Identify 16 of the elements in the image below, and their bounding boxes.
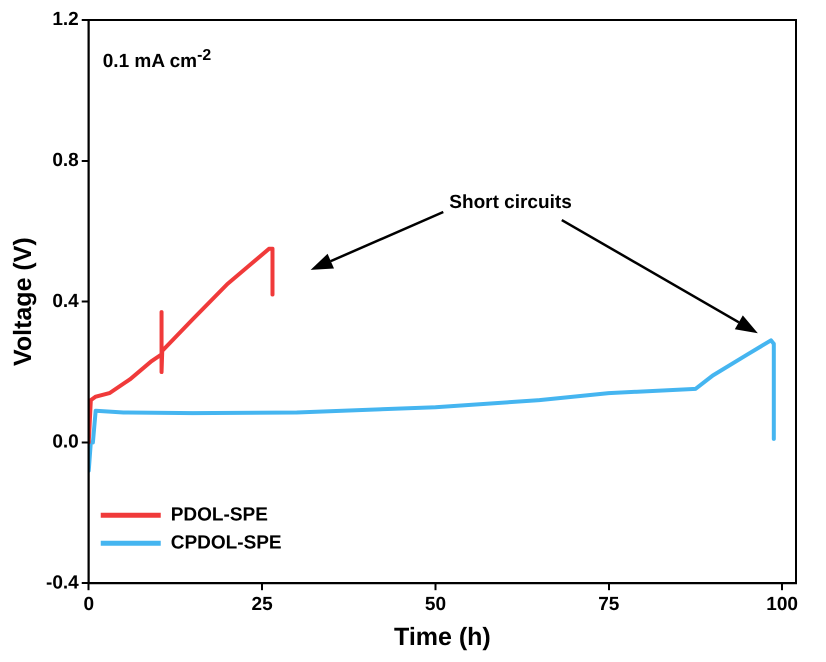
y-axis-title: Voltage (V): [8, 237, 37, 366]
legend-label: PDOL-SPE: [170, 504, 268, 526]
annotation: 0.1 mA cm$^{-2}$: [102, 46, 212, 74]
y-tick-label: 0.4: [52, 290, 80, 312]
x-tick-label: 25: [252, 594, 274, 615]
legend-label: CPDOL-SPE: [170, 532, 282, 554]
x-tick-label: 75: [598, 594, 620, 615]
x-tick-label: 50: [424, 594, 446, 615]
annotation: Short circuits: [449, 192, 572, 214]
x-axis-title: Time (h): [394, 622, 491, 651]
y-tick-label: 0.8: [52, 150, 79, 172]
x-tick-label: 0: [83, 594, 94, 615]
y-tick-label: -0.4: [46, 572, 80, 594]
x-tick-label: 100: [766, 594, 798, 615]
y-tick-label: 1.2: [52, 9, 79, 30]
y-tick-label: 0.0: [52, 432, 79, 453]
